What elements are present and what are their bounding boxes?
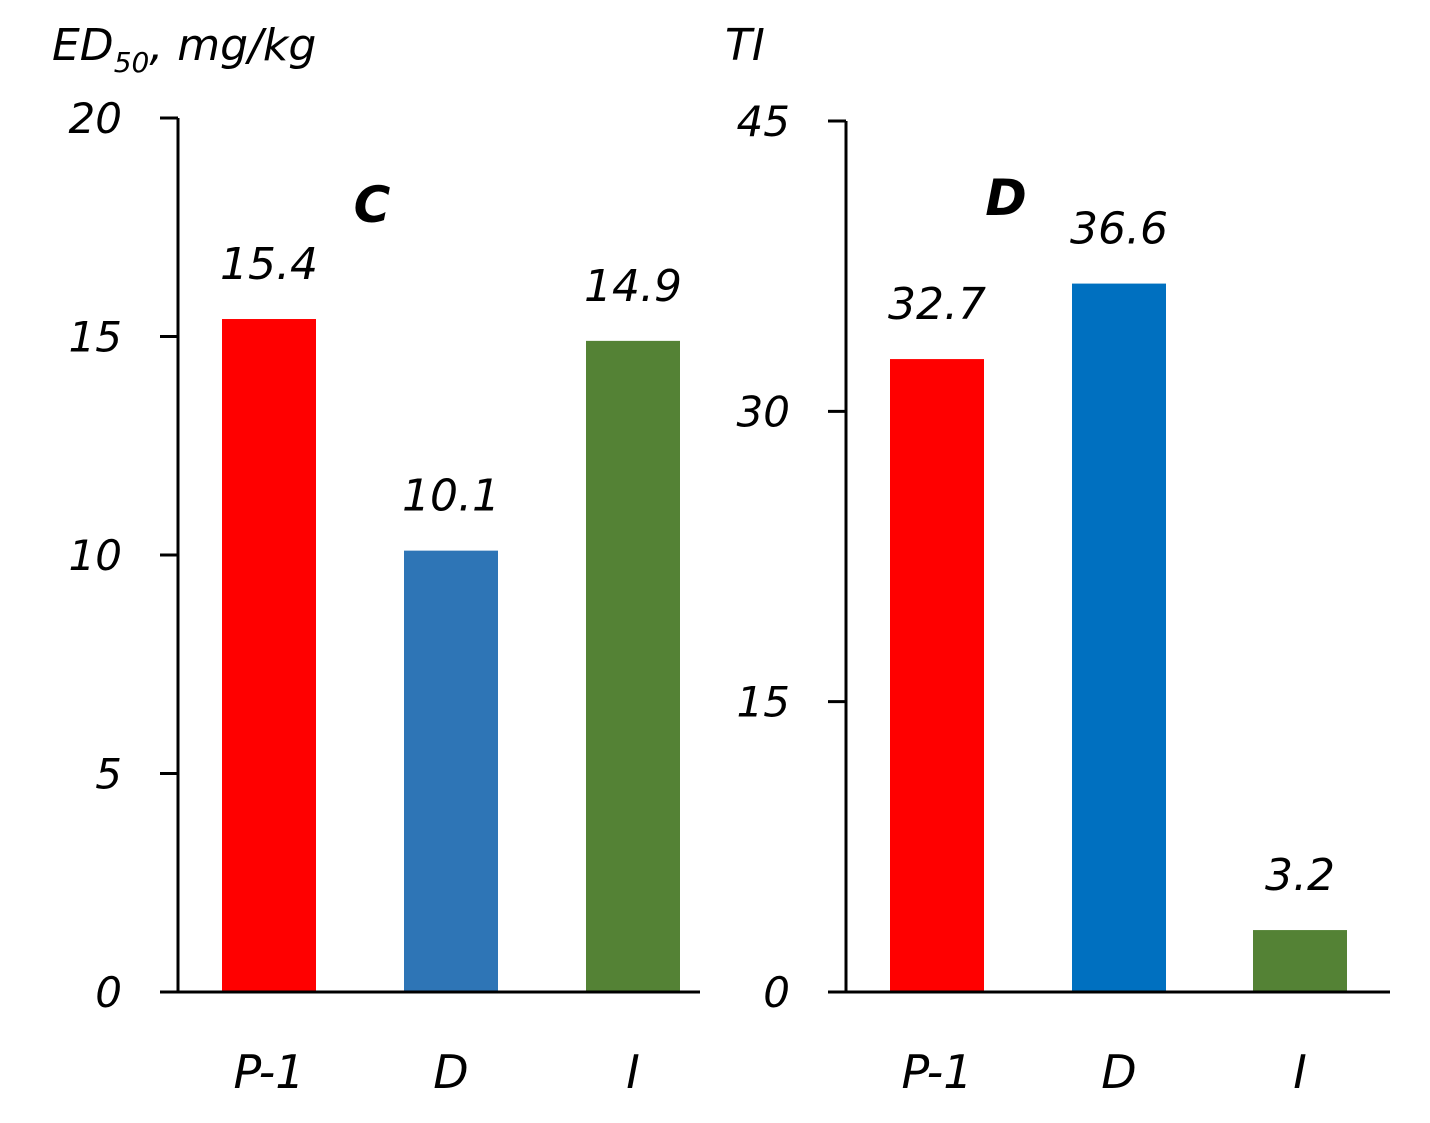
x-category-label: P-1	[901, 1045, 972, 1099]
bar-value-label: 14.9	[584, 261, 682, 312]
y-tick-label: 0	[763, 968, 790, 1017]
bar-value-label: 15.4	[220, 239, 318, 290]
x-category-label: D	[433, 1045, 468, 1099]
bar-p-1	[222, 319, 316, 991]
bar-value-label: 32.7	[888, 279, 986, 330]
y-axis-label-main: ED	[52, 20, 114, 71]
x-category-label: I	[626, 1045, 640, 1099]
bar-i	[1253, 930, 1347, 991]
y-tick-label: 15	[69, 313, 122, 362]
y-axis-label-main: TI	[725, 20, 765, 71]
x-category-label: I	[1293, 1045, 1307, 1099]
y-tick-label: 20	[69, 94, 122, 143]
y-tick-label: 30	[737, 387, 790, 436]
bar-p-1	[890, 359, 984, 991]
y-tick-label: 5	[95, 750, 122, 799]
x-category-label: P-1	[233, 1045, 304, 1099]
chart-ti: 0 15 30 45 32.7 P-1 36.6 D 3.2 I D TI	[725, 20, 1390, 1099]
y-tick-label: 0	[95, 968, 122, 1017]
y-axis-label: TI	[725, 20, 765, 71]
panel-label: D	[985, 169, 1027, 227]
y-tick-label: 15	[737, 678, 790, 727]
y-tick-label: 10	[69, 531, 122, 580]
bar-value-label: 36.6	[1070, 204, 1168, 255]
y-axis-label-unit: , mg/kg	[149, 20, 316, 71]
y-axis-label: ED50, mg/kg	[52, 20, 316, 79]
bar-d	[404, 550, 498, 991]
bar-value-label: 3.2	[1265, 850, 1335, 901]
bar-d	[1072, 283, 1166, 991]
y-tick-label: 45	[737, 97, 790, 146]
chart-ed50: 0 5 10 15 20 15.4 P-1 10.1 D 14.9 I C ED50, mg/kg	[52, 20, 700, 1099]
panel-label: C	[354, 176, 391, 234]
x-category-label: D	[1101, 1045, 1136, 1099]
bar-value-label: 10.1	[402, 471, 500, 522]
bar-i	[586, 340, 680, 991]
y-axis-label-subscript: 50	[114, 46, 150, 79]
